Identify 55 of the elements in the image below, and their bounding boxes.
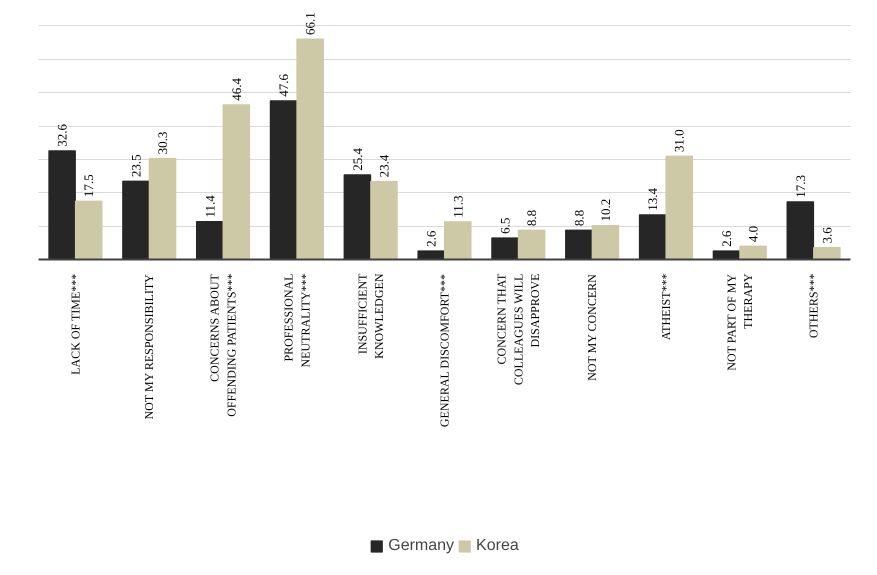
bar [370, 180, 398, 260]
bar [122, 180, 150, 260]
bar [665, 156, 694, 260]
data-label: 31.0 [672, 129, 687, 152]
legend-label: Germany [388, 537, 454, 555]
data-label: 23.4 [376, 154, 392, 178]
data-label: 8.8 [571, 210, 586, 226]
bar [148, 158, 176, 260]
bar [565, 230, 593, 260]
data-label: 10.2 [598, 198, 613, 222]
bar [344, 174, 372, 260]
data-label: 47.6 [276, 73, 292, 97]
bar [518, 230, 546, 260]
legend-label: Korea [476, 537, 519, 555]
bar [270, 100, 298, 260]
bar [222, 104, 250, 260]
bar [592, 224, 620, 260]
bar [296, 38, 324, 260]
data-label: 30.3 [155, 132, 170, 154]
bar [196, 220, 224, 260]
data-label: 32.6 [54, 123, 70, 147]
data-label: 8.8 [524, 210, 540, 226]
data-label: 46.4 [228, 77, 244, 101]
bar [74, 200, 102, 260]
data-label: 11.4 [202, 194, 218, 218]
data-label: 17.5 [81, 174, 96, 198]
data-label: 17.3 [792, 175, 808, 198]
data-label: 6.5 [498, 218, 513, 234]
x-tick-label: PROFESSIONAL NEUTRALITY*** [281, 273, 312, 368]
x-tick-label: CONCERN THAT COLLEAGUES WILL DISAPPROVE [494, 273, 542, 386]
x-tick-label: INSUFFICIENT KNOWLEDGEN [355, 272, 386, 359]
x-tick-label: GENERAL DISCOMFORT*** [438, 274, 452, 428]
data-label: 3.6 [819, 226, 834, 244]
x-tick-label: CONCERNS ABOUT OFFENDING PATIENTS*** [208, 273, 238, 417]
bar [739, 246, 767, 260]
data-label: 13.4 [645, 188, 660, 211]
bar [786, 201, 814, 260]
bar [444, 221, 472, 260]
data-label: 11.3 [450, 196, 466, 218]
data-label: 23.5 [128, 154, 144, 178]
x-tick-label: NOT MY CONCERN [585, 274, 600, 381]
data-label: 25.4 [350, 148, 365, 171]
x-tick-label: NOT MY RESPONSIBILITY [142, 274, 156, 420]
data-label: 2.6 [718, 230, 734, 247]
data-label: 2.6 [424, 230, 439, 247]
data-label: 66.1 [302, 12, 318, 35]
bar [638, 214, 666, 260]
x-tick-label: OTHERS*** [806, 274, 821, 338]
bar [813, 246, 841, 260]
x-tick-label: ATHEIST*** [658, 273, 673, 340]
data-label: 4.0 [746, 226, 761, 242]
bar [48, 150, 76, 260]
bar [491, 237, 519, 260]
x-tick-label: LACK OF TIME*** [68, 274, 82, 375]
x-tick-label: NOT PART OF MY THERAPY [724, 273, 756, 371]
